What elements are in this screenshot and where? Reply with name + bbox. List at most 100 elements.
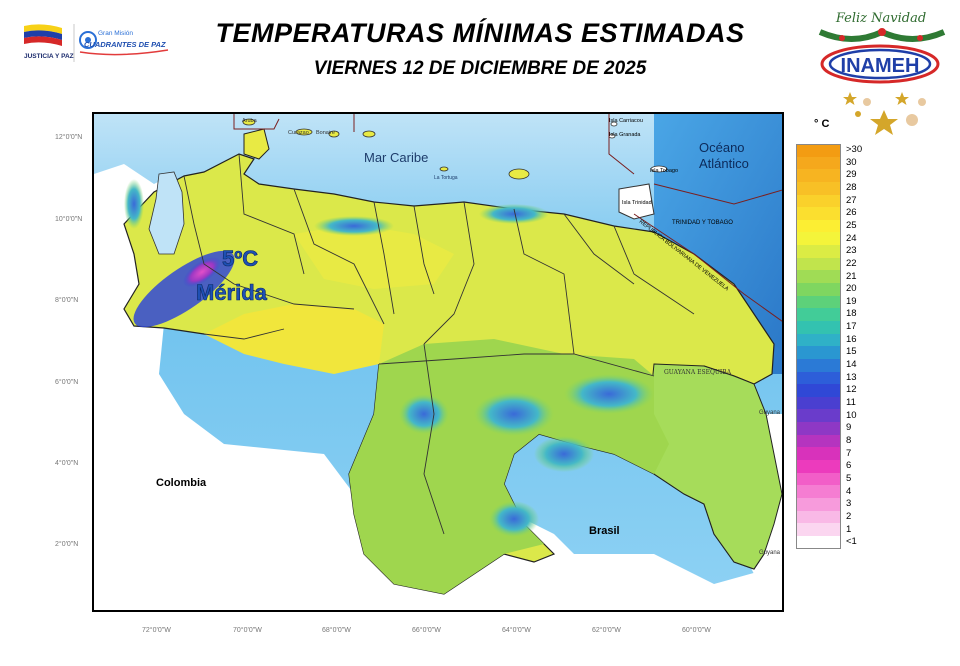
perija-cool [124, 179, 144, 229]
map-canvas: Mar Caribe Océano Atlántico Colombia Bra… [94, 114, 782, 610]
legend-label: 19 [846, 295, 857, 307]
legend-label: 1 [846, 523, 852, 535]
legend-label: 26 [846, 207, 857, 219]
sea-label: Mar Caribe [364, 150, 428, 165]
legend-swatch [796, 333, 841, 347]
isla-tobago [650, 165, 668, 173]
legend-label: 4 [846, 485, 852, 497]
legend-swatch [796, 422, 841, 435]
maritime-boundaries [233, 114, 782, 322]
cool-patch-2 [564, 374, 654, 414]
legend-swatch [796, 384, 841, 397]
isla-trinidad-label: Isla Trinidad [622, 200, 652, 206]
legend-label: 7 [846, 447, 852, 459]
guayana-esequiba-label: GUAYANA ESEQUIBA [664, 369, 732, 376]
isla-tobago-label: Isla Tobago [650, 168, 678, 174]
legend-swatch [796, 295, 841, 309]
legend-swatch [796, 535, 841, 549]
legend-label: 10 [846, 409, 857, 421]
legend-label: <1 [846, 536, 857, 548]
legend-swatch [796, 434, 841, 448]
legend-label: >30 [846, 144, 863, 155]
annotation-min-temp: 5ºC [222, 246, 258, 271]
legend-label: 30 [846, 156, 857, 168]
legend-label: 24 [846, 232, 857, 244]
legend-swatch [796, 409, 841, 423]
legend-label: 27 [846, 194, 857, 206]
isla-granada-label: Isla Granada [609, 132, 641, 138]
legend-label: 25 [846, 219, 857, 231]
legend-swatch [796, 245, 841, 258]
oriental-range-cool [479, 204, 549, 224]
legend-swatch [796, 181, 841, 195]
legend-swatch [796, 472, 841, 486]
legend-swatch [796, 144, 841, 157]
ministry-logos: JUSTICIA Y PAZ Gran Misión CUADRANTES DE… [24, 24, 169, 62]
ocean-label-1: Océano [699, 140, 745, 155]
lat-tick: 12°0'0"N [55, 134, 83, 141]
cool-patch-1 [474, 392, 554, 436]
legend-swatch [796, 358, 841, 372]
legend-swatch [796, 396, 841, 410]
legend-swatch [796, 219, 841, 233]
ministry-label: JUSTICIA Y PAZ [24, 53, 74, 60]
temperature-map: Mar Caribe Océano Atlántico Colombia Bra… [92, 112, 784, 612]
legend-unit: ° C [814, 118, 830, 130]
lake-maracaibo [148, 171, 185, 255]
cool-patch-4 [399, 394, 449, 434]
caribbean-islands [242, 118, 530, 180]
legend-swatch [796, 497, 841, 511]
legend-label: 5 [846, 472, 852, 484]
cool-patch-5 [489, 501, 539, 537]
temperature-legend [796, 144, 841, 549]
cool-patch-3 [534, 436, 594, 472]
guyana-label-2: Guyana [759, 550, 781, 556]
legend-swatch [796, 283, 841, 296]
legend-label: 9 [846, 422, 852, 434]
la-tortuga-label: La Tortuga [434, 175, 458, 181]
bonaire-label: Bonaire [316, 130, 335, 136]
aruba-label: Aruba [242, 118, 258, 124]
lat-tick: 6°0'0"N [55, 379, 79, 386]
inameh-logo: Feliz Navidad INAMEH [818, 11, 946, 135]
legend-label: 14 [846, 359, 857, 371]
coastal-range-cool [314, 216, 394, 236]
legend-label: 12 [846, 384, 857, 396]
isla-carriacou-label: Isla Carriacou [609, 118, 643, 124]
legend-label: 18 [846, 308, 857, 320]
agency-label: INAMEH [841, 55, 920, 77]
legend-label: 8 [846, 434, 852, 446]
mission-label-2: CUADRANTES DE PAZ [84, 40, 166, 49]
legend-label: 20 [846, 283, 857, 295]
brasil-label: Brasil [589, 525, 620, 537]
legend-swatch [796, 460, 841, 473]
legend-label: 21 [846, 270, 857, 282]
map-date: VIERNES 12 DE DICIEMBRE DE 2025 [313, 58, 647, 79]
legend-label: 17 [846, 321, 857, 333]
legend-swatch [796, 270, 841, 284]
legend-swatch [796, 169, 841, 182]
lon-tick: 62°0'0"W [592, 627, 621, 634]
legend-label: 15 [846, 346, 857, 358]
legend-label: 29 [846, 169, 857, 181]
legend-swatch [796, 485, 841, 498]
lat-tick: 2°0'0"N [55, 541, 79, 548]
legend-label: 11 [846, 397, 856, 408]
colombia-brasil-land [94, 164, 782, 610]
legend-label: 28 [846, 181, 857, 193]
legend-label: 3 [846, 498, 852, 510]
legend-swatch [796, 510, 841, 524]
isla-trinidad [618, 183, 655, 220]
mission-logo-icon [79, 31, 97, 49]
mission-label-1: Gran Misión [98, 30, 133, 37]
state-borders [183, 153, 695, 535]
colombia-label: Colombia [156, 477, 207, 489]
venezuela-flag-icon [24, 24, 62, 46]
lat-tick: 4°0'0"N [55, 460, 79, 467]
lon-tick: 72°0'0"W [142, 627, 171, 634]
legend-label: 6 [846, 460, 852, 472]
lon-tick: 68°0'0"W [322, 627, 351, 634]
ocean-label-2: Atlántico [699, 156, 749, 171]
legend-label: 16 [846, 333, 857, 345]
llanos-region [204, 304, 384, 374]
